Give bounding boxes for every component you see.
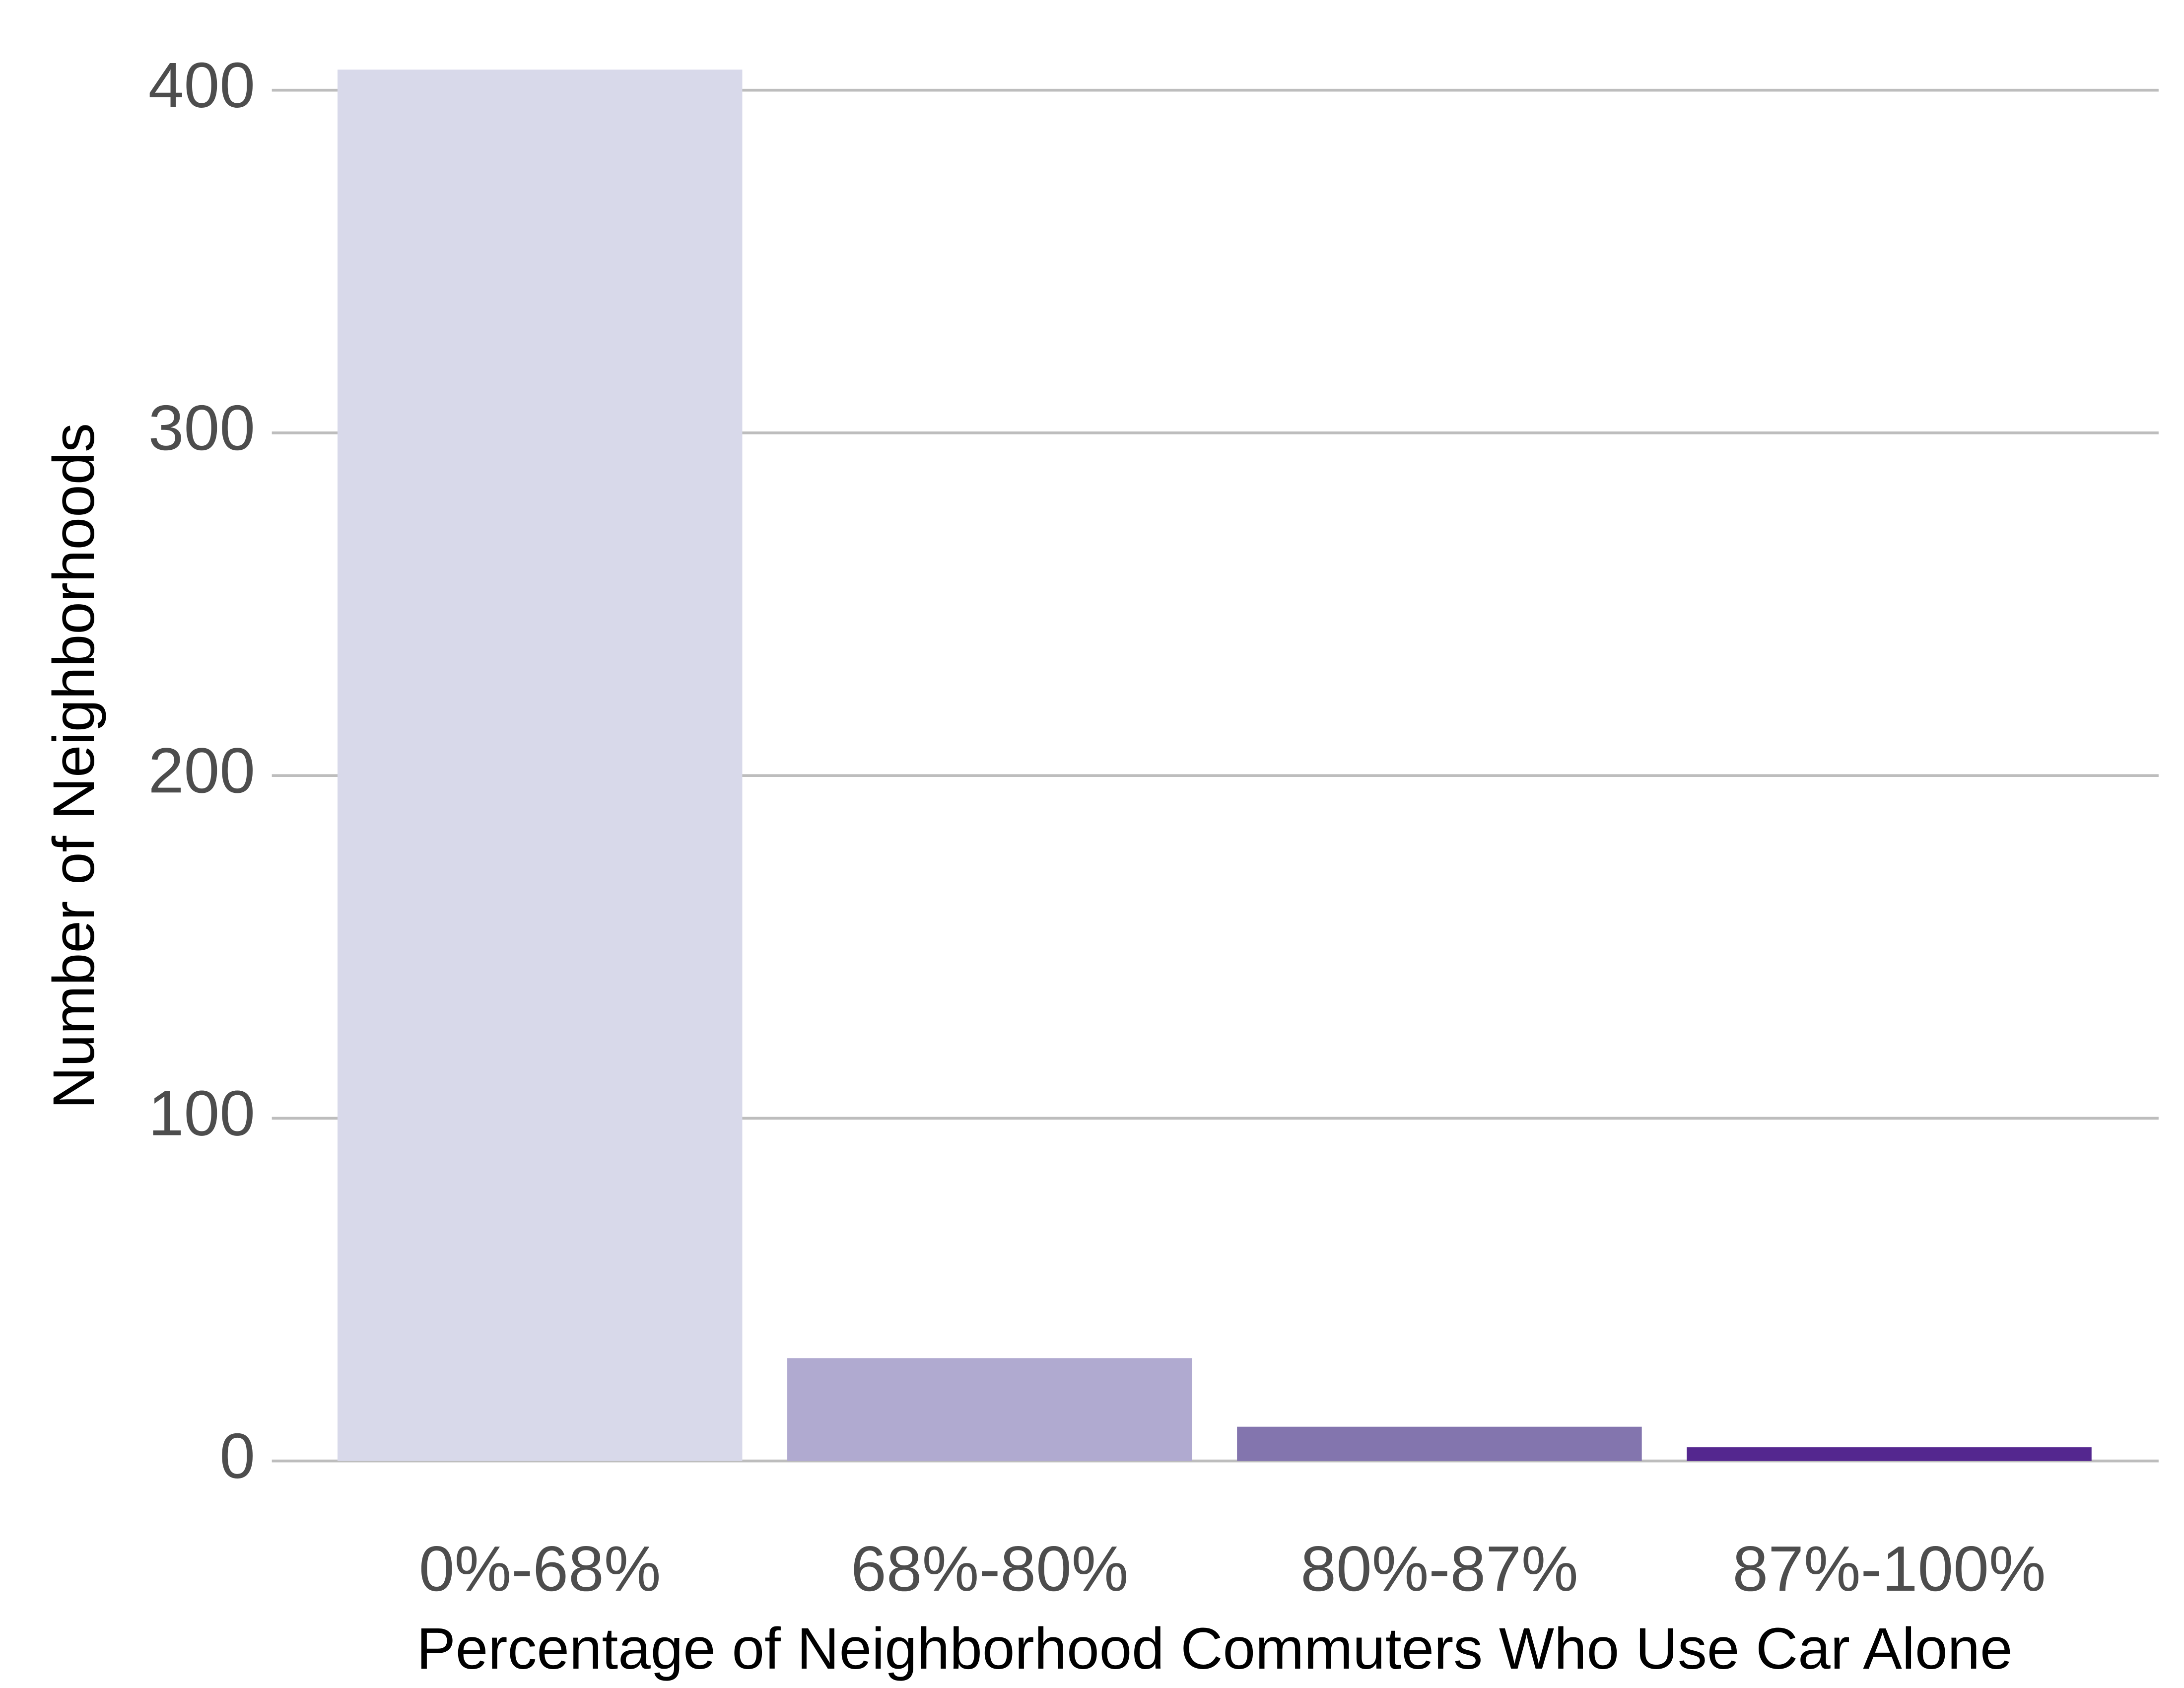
bar [787,1358,1192,1461]
y-tick-label: 100 [148,1078,255,1149]
x-tick-label: 68%-80% [851,1533,1128,1605]
x-tick-label: 87%-100% [1732,1533,2046,1605]
y-axis-title: Number of Neighborhoods [41,423,106,1109]
y-tick-label: 0 [219,1420,255,1492]
y-tick-label: 200 [148,735,255,806]
bar [337,70,743,1461]
bar [1687,1447,2092,1461]
y-tick-label: 300 [148,392,255,464]
x-tick-label: 0%-68% [419,1533,661,1605]
y-tick-label: 400 [148,50,255,121]
x-axis-title: Percentage of Neighborhood Commuters Who… [416,1616,2012,1681]
bar [1237,1426,1642,1461]
x-tick-label: 80%-87% [1300,1533,1578,1605]
